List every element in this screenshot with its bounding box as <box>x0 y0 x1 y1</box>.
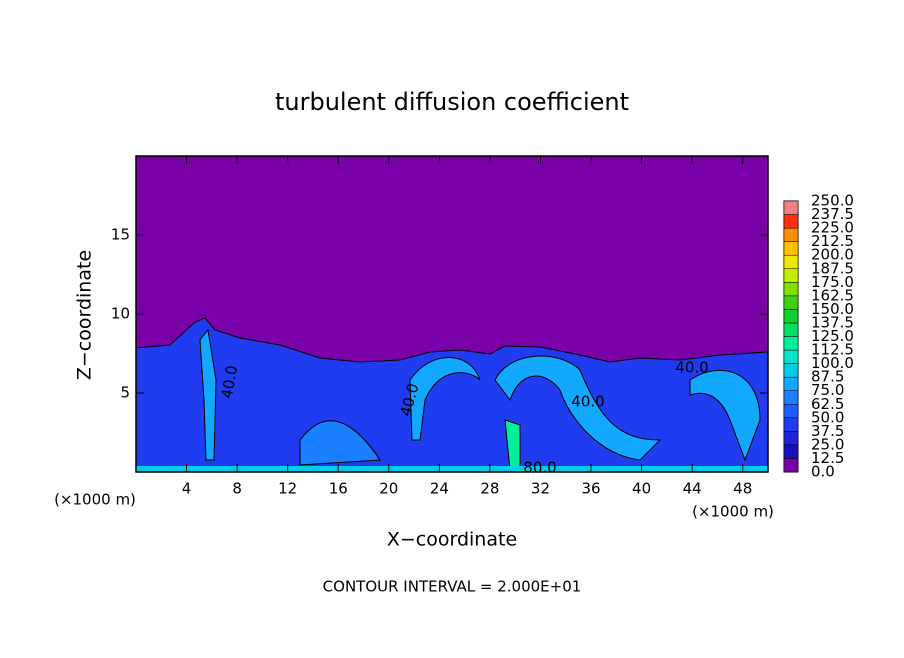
colorbar-swatch <box>783 254 799 269</box>
colorbar-label: 162.5 <box>811 286 854 304</box>
field-region <box>689 369 761 462</box>
contour-label: 40.0 <box>218 364 242 400</box>
field-region <box>136 466 768 472</box>
colorbar-label: 175.0 <box>811 273 854 291</box>
contour-label: 40.0 <box>675 359 708 377</box>
field-region <box>409 357 481 441</box>
x-tick-label: 44 <box>683 480 702 498</box>
x-tick-label: 4 <box>182 480 192 498</box>
field <box>135 156 769 473</box>
colorbar-swatch <box>783 282 799 297</box>
colorbar-label: 225.0 <box>811 219 854 237</box>
colorbar-label: 212.5 <box>811 232 854 250</box>
x-tick-label: 24 <box>430 480 449 498</box>
colorbar-swatch <box>783 336 799 351</box>
colorbar-swatch <box>783 309 799 324</box>
colorbar-swatch <box>783 404 799 419</box>
colorbar-label: 187.5 <box>811 259 854 277</box>
y-tick-label: 5 <box>120 384 130 402</box>
colorbar-swatch <box>783 200 799 215</box>
x-axis-label: X−coordinate <box>387 529 517 551</box>
colorbar-swatch <box>783 227 799 242</box>
x-tick-label: 48 <box>733 480 752 498</box>
colorbar-swatch <box>783 431 799 446</box>
colorbar-swatch <box>783 295 799 310</box>
colorbar-swatch <box>783 458 799 473</box>
colorbar-label: 87.5 <box>811 368 844 386</box>
x-unit: (×1000 m) <box>54 491 136 509</box>
footnote: CONTOUR INTERVAL = 2.000E+01 <box>323 578 582 596</box>
y-tick-label: 15 <box>111 226 130 244</box>
colorbar-label: 62.5 <box>811 395 844 413</box>
x-tick-label: 40 <box>632 480 651 498</box>
colorbar-swatch <box>783 363 799 378</box>
x-tick-label: 28 <box>480 480 499 498</box>
colorbar-label: 100.0 <box>811 354 854 372</box>
colorbar-label: 50.0 <box>811 408 844 426</box>
chart-title: turbulent diffusion coefficient <box>275 88 629 116</box>
contour-label: 40.0 <box>571 393 604 411</box>
x-tick-label: 16 <box>329 480 348 498</box>
field-region <box>199 328 217 461</box>
x-tick-label: 36 <box>581 480 600 498</box>
field-region <box>299 420 381 466</box>
x-tick-label: 8 <box>232 480 242 498</box>
colorbar-label: 0.0 <box>811 463 835 481</box>
x-tick-label: 12 <box>278 480 297 498</box>
colorbar-swatch <box>783 444 799 459</box>
y-axis-label: Z−coordinate <box>74 250 96 380</box>
y-tick-label: 10 <box>111 305 130 323</box>
colorbar-swatch <box>783 322 799 337</box>
colorbar-swatch <box>783 376 799 391</box>
contour-label: 80.0 <box>523 459 556 477</box>
colorbar-label: 237.5 <box>811 205 854 223</box>
x-unit: (×1000 m) <box>692 503 774 521</box>
colorbar-swatch <box>783 268 799 283</box>
colorbar-label: 125.0 <box>811 327 854 345</box>
field-region <box>494 355 662 461</box>
x-tick-label: 20 <box>379 480 398 498</box>
colorbar-label: 37.5 <box>811 422 844 440</box>
colorbar-swatch <box>783 417 799 432</box>
colorbar-label: 75.0 <box>811 381 844 399</box>
colorbar-swatch <box>783 214 799 229</box>
colorbar-swatch <box>783 390 799 405</box>
colorbar-label: 250.0 <box>811 192 854 210</box>
colorbar-label: 112.5 <box>811 341 854 359</box>
colorbar-swatch <box>783 241 799 256</box>
colorbar-label: 25.0 <box>811 435 844 453</box>
x-tick-label: 32 <box>531 480 550 498</box>
colorbar-label: 200.0 <box>811 246 854 264</box>
colorbar-label: 12.5 <box>811 449 844 467</box>
colorbar-label: 137.5 <box>811 313 854 331</box>
colorbar-swatch <box>783 349 799 364</box>
colorbar-label: 150.0 <box>811 300 854 318</box>
